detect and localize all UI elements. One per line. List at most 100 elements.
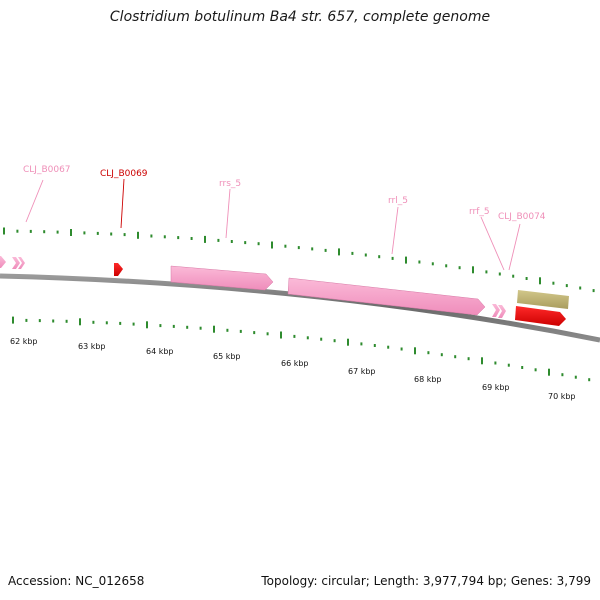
lower-minor-tick [588,378,591,382]
lower-minor-tick [400,347,403,351]
upper-minor-tick [150,234,153,238]
upper-minor-tick [43,230,46,234]
scale-label-69: 69 kbp [482,383,510,392]
lower-minor-tick [467,357,470,361]
upper-major-tick [405,256,407,264]
upper-minor-tick [485,270,488,274]
upper-minor-tick [123,233,126,237]
upper-minor-tick [324,248,327,252]
genome-summary-text: Topology: circular; Length: 3,977,794 bp… [261,574,591,588]
lower-minor-tick [266,332,269,336]
upper-minor-tick [445,264,448,268]
scale-label-67: 67 kbp [348,367,376,376]
feature-rrf-5-arrow-2[interactable] [498,305,506,318]
upper-major-tick [472,266,474,274]
lower-minor-tick [320,337,323,341]
upper-minor-tick [163,235,166,239]
lower-minor-tick [172,324,175,328]
lower-major-tick [481,357,483,365]
lower-major-tick [146,321,148,329]
lower-minor-tick [65,319,68,323]
scale-label-65: 65 kbp [213,352,241,361]
label-rrf-5[interactable]: rrf_5 [469,207,490,217]
upper-major-tick [70,229,72,236]
lower-minor-tick [534,368,537,372]
lower-minor-tick [25,318,28,322]
lower-tick-track [12,316,591,382]
feature-clj-b0067-arrow-3[interactable] [18,257,25,269]
lower-minor-tick [494,361,497,365]
lower-minor-tick [239,329,242,333]
upper-minor-tick [177,236,180,240]
upper-minor-tick [16,229,19,233]
scale-label-70: 70 kbp [548,392,576,401]
upper-minor-tick [565,284,568,288]
leader-rrf-5 [480,216,505,271]
scale-label-68: 68 kbp [414,375,442,384]
lower-minor-tick [306,336,309,340]
lower-major-tick [280,331,282,339]
lower-minor-tick [119,321,122,325]
upper-minor-tick [592,289,595,293]
upper-minor-tick [418,260,421,264]
upper-minor-tick [217,238,220,242]
feature-clj-b0067-arrow-2[interactable] [12,257,20,269]
lower-major-tick [548,368,550,376]
leader-rrl-5 [391,206,399,255]
accession-text: Accession: NC_012658 [8,574,145,588]
scale-label-66: 66 kbp [281,359,309,368]
scale-labels: 62 kbp 63 kbp 64 kbp 65 kbp 66 kbp 67 kb… [10,337,576,401]
lower-minor-tick [440,353,443,357]
upper-minor-tick [244,241,247,245]
label-clj-b0074[interactable]: CLJ_B0074 [498,212,546,222]
upper-major-tick [204,235,206,243]
label-rrs-5[interactable]: rrs_5 [219,179,241,189]
feature-labels: CLJ_B0067 CLJ_B0069 rrs_5 rrl_5 rrf_5 CL… [23,165,546,271]
upper-minor-tick [257,242,260,246]
feature-track [0,256,569,326]
feature-rrs-5[interactable] [170,265,274,291]
feature-rrf-5-arrow-1[interactable] [492,304,500,317]
upper-minor-tick [364,253,367,257]
upper-minor-tick [29,229,32,233]
scale-label-64: 64 kbp [146,347,174,356]
lower-minor-tick [92,320,95,324]
upper-minor-tick [498,272,501,276]
lower-minor-tick [373,344,376,347]
lower-minor-tick [427,351,430,355]
label-rrl-5[interactable]: rrl_5 [388,196,408,206]
lower-minor-tick [199,326,202,330]
lower-major-tick [347,338,349,346]
upper-minor-tick [378,255,381,259]
scale-label-62: 62 kbp [10,337,38,346]
lower-major-tick [79,318,81,326]
lower-minor-tick [293,334,296,338]
upper-minor-tick [190,237,193,240]
label-clj-b0067[interactable]: CLJ_B0067 [23,165,71,175]
upper-minor-tick [297,246,300,250]
upper-minor-tick [311,247,314,251]
feature-clj-b0067-arrow-1[interactable] [0,256,6,268]
upper-minor-tick [56,230,59,234]
upper-major-tick [271,241,273,249]
upper-major-tick [137,231,139,239]
leader-clj-b0067 [25,179,44,223]
upper-major-tick [539,277,541,285]
label-clj-b0069[interactable]: CLJ_B0069 [100,169,148,179]
upper-minor-tick [579,286,582,290]
upper-minor-tick [391,256,394,260]
upper-minor-tick [431,262,434,266]
feature-rrl-5[interactable] [287,277,486,316]
lower-minor-tick [226,328,229,332]
feature-clj-b0074[interactable] [517,290,569,309]
feature-red-cds[interactable] [515,306,566,326]
upper-major-tick [338,248,340,256]
map-title: Clostridium botulinum Ba4 str. 657, comp… [109,9,491,25]
feature-clj-b0069[interactable] [114,263,123,276]
lower-major-tick [414,347,416,355]
lower-minor-tick [360,342,363,346]
lower-minor-tick [253,331,256,335]
upper-minor-tick [512,274,515,278]
lower-minor-tick [454,355,457,359]
